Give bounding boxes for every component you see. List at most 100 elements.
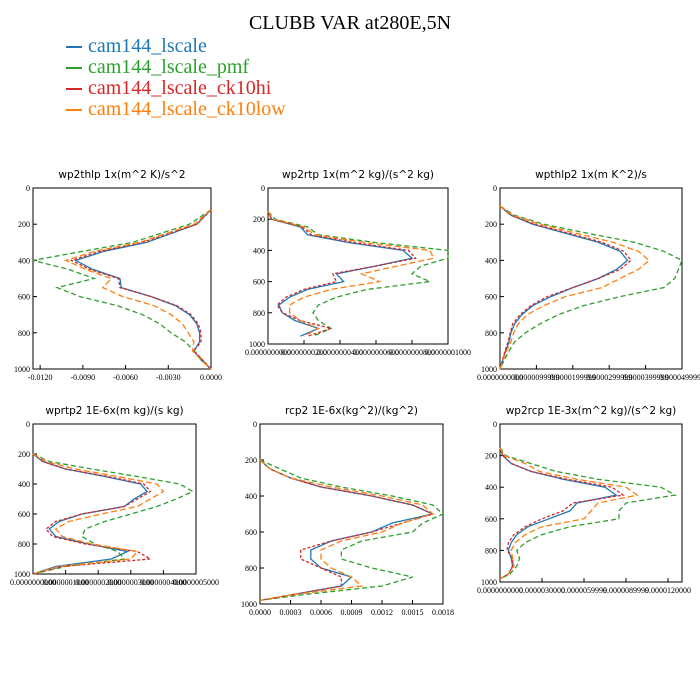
panel-title: wpthlp2 1x(m K^2)/s [535, 169, 647, 181]
panel-title: wp2rcp 1E-3x(m^2 kg)/(s^2 kg) [506, 405, 677, 417]
plot-frame [267, 187, 449, 345]
x-tick-label: 0.0000030000 [519, 586, 565, 595]
x-tick-label: 0.0000000000 [477, 373, 523, 382]
x-tick-label: 0.0000000000 [477, 586, 523, 595]
x-tick-label: 0.0000089999 [603, 586, 649, 595]
legend-swatch [66, 45, 82, 48]
legend-item: cam144_lscale_pmf [66, 56, 286, 78]
x-tick-label: -0.0030 [156, 373, 181, 382]
x-tick-label: -0.0060 [113, 373, 138, 382]
x-tick-label: 0.0000000400 [317, 348, 363, 357]
y-tick-label: 0 [261, 184, 265, 193]
y-tick-label: 600 [18, 510, 30, 519]
series-line [32, 453, 153, 575]
series-line [259, 459, 435, 602]
y-tick-label: 0 [253, 420, 257, 429]
y-tick-label: 0 [493, 420, 497, 429]
x-tick-label: 0.0000000000 [10, 578, 56, 587]
legend-label: cam144_lscale_ck10hi [88, 77, 272, 99]
y-tick-label: 800 [18, 540, 30, 549]
series-line [32, 209, 212, 370]
x-tick-label: 0.0006 [310, 608, 332, 617]
x-tick-label: 0.0000399999 [623, 373, 669, 382]
x-tick-label: 0.0000099999 [513, 373, 559, 382]
panel-title: wprtp2 1E-6x(m kg)/(s kg) [45, 405, 183, 417]
plot-frame [32, 423, 197, 575]
y-tick-label: 400 [18, 256, 30, 265]
series-line [32, 453, 165, 575]
series-line [499, 205, 651, 370]
legend-label: cam144_lscale [88, 35, 207, 57]
legend-swatch [66, 108, 82, 111]
y-tick-label: 1000 [241, 600, 257, 609]
series-line [74, 209, 212, 370]
series-line [267, 210, 449, 337]
y-tick-label: 0 [493, 184, 497, 193]
y-tick-label: 200 [18, 450, 30, 459]
chart-panel: wprtp2 1E-6x(m kg)/(s kg) 0 200 400 600 800 10… [10, 405, 219, 587]
y-tick-label: 1000 [14, 570, 30, 579]
plot-frame [32, 187, 212, 370]
y-tick-label: 600 [253, 278, 265, 287]
x-tick-label: -0.0090 [71, 373, 96, 382]
x-tick-label: 0.0000000000 [245, 348, 291, 357]
series-line [499, 447, 677, 580]
series-line [259, 459, 435, 602]
y-tick-label: 1000 [14, 365, 30, 374]
legend-item: cam144_lscale [66, 35, 286, 57]
y-tick-label: 400 [253, 246, 265, 255]
y-tick-label: 400 [485, 256, 497, 265]
y-tick-label: 600 [245, 528, 257, 537]
series-line [69, 209, 212, 370]
panel-title: wp2rtp 1x(m^2 kg)/(s^2 kg) [282, 169, 434, 181]
y-tick-label: 200 [18, 220, 30, 229]
y-tick-label: 400 [245, 492, 257, 501]
y-tick-label: 200 [485, 220, 497, 229]
panel-title: rcp2 1E-6x(kg^2)/(kg^2) [285, 405, 418, 417]
y-tick-label: 1000 [249, 340, 265, 349]
y-tick-label: 200 [245, 456, 257, 465]
x-tick-label: 0.0000002000 [75, 578, 121, 587]
series-line [499, 447, 625, 580]
x-tick-label: -0.0120 [28, 373, 53, 382]
series-line [267, 211, 435, 337]
plot-frame [499, 423, 683, 583]
x-tick-label: 0.0018 [432, 608, 454, 617]
x-tick-label: 0.0000 [200, 373, 222, 382]
y-tick-label: 800 [253, 309, 265, 318]
series-line [32, 453, 195, 575]
legend-label: cam144_lscale_ck10low [88, 98, 286, 120]
x-tick-label: 0.0000001000 [43, 578, 89, 587]
y-tick-label: 1000 [481, 365, 497, 374]
chart-panel: wp2rcp 1E-3x(m^2 kg)/(s^2 kg) 0 200 400 600 8… [477, 405, 691, 595]
y-tick-label: 400 [485, 483, 497, 492]
x-tick-label: 0.0003 [280, 608, 302, 617]
y-tick-label: 800 [18, 329, 30, 338]
chart-panel: rcp2 1E-6x(kg^2)/(kg^2) 0 200 400 600 800 1000… [241, 405, 454, 617]
series-line [499, 205, 683, 370]
legend-swatch [66, 87, 82, 90]
series-line [499, 205, 629, 370]
series-line [259, 459, 435, 602]
plot-frame [499, 187, 683, 370]
legend: cam144_lscale cam144_lscale_pmf cam144_l… [66, 35, 286, 120]
legend-item: cam144_lscale_ck10hi [66, 77, 286, 99]
series-line [499, 205, 632, 370]
y-tick-label: 800 [485, 546, 497, 555]
x-tick-label: 0.0000000200 [281, 348, 327, 357]
y-tick-label: 800 [245, 564, 257, 573]
series-line [63, 209, 212, 370]
y-tick-label: 200 [253, 215, 265, 224]
series-line [267, 211, 414, 337]
x-tick-label: 0.0000004000 [140, 578, 186, 587]
figure-title: CLUBB VAR at280E,5N [248, 12, 452, 34]
legend-label: cam144_lscale_pmf [88, 56, 250, 78]
x-tick-label: 0.0000005000 [173, 578, 219, 587]
y-tick-label: 200 [485, 452, 497, 461]
x-tick-label: 0.0012 [371, 608, 393, 617]
x-tick-label: 0.0000003000 [108, 578, 154, 587]
y-tick-label: 0 [26, 420, 30, 429]
chart-panel: wp2thlp 1x(m^2 K)/s^202004006008001000-0… [14, 169, 222, 382]
y-tick-label: 600 [18, 293, 30, 302]
y-tick-label: 0 [26, 184, 30, 193]
